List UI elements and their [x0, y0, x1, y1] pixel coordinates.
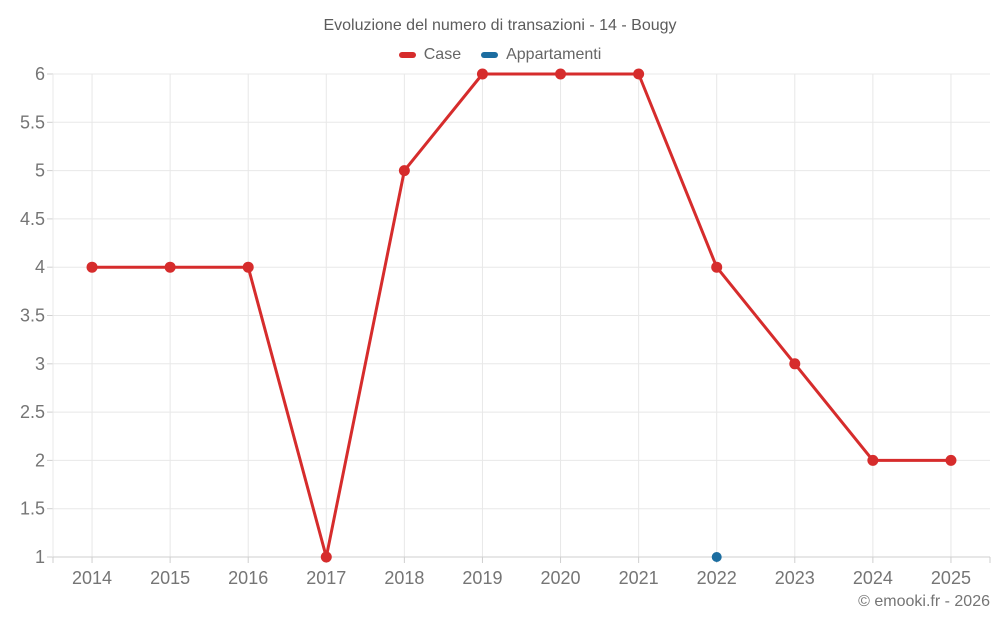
- case-data-point: [164, 261, 176, 273]
- case-data-point: [555, 68, 567, 80]
- y-axis-label: 2.5: [20, 402, 45, 422]
- x-axis-label: 2021: [619, 568, 659, 588]
- x-axis-label: 2024: [853, 568, 893, 588]
- y-axis-label: 1.5: [20, 499, 45, 519]
- copyright-footer: © emooki.fr - 2026: [858, 593, 990, 610]
- legend-item-case[interactable]: Case: [398, 46, 462, 64]
- case-data-point: [945, 454, 957, 466]
- case-data-point: [86, 261, 98, 273]
- case-series-swatch: [398, 52, 416, 58]
- case-data-point: [320, 551, 332, 563]
- x-axis-label: 2016: [228, 568, 268, 588]
- x-axis-label: 2014: [72, 568, 112, 588]
- y-axis-label: 2: [35, 450, 45, 470]
- x-axis-label: 2025: [931, 568, 971, 588]
- y-axis-label: 6: [35, 64, 45, 84]
- x-axis-label: 2023: [775, 568, 815, 588]
- case-data-point: [633, 68, 645, 80]
- appartamenti-series-swatch: [481, 52, 499, 58]
- y-axis-label: 1: [35, 547, 45, 567]
- case-data-point: [867, 454, 879, 466]
- case-data-point: [476, 68, 488, 80]
- case-series-line: [90, 72, 953, 559]
- x-axis-label: 2022: [697, 568, 737, 588]
- legend-item-appartamenti[interactable]: Appartamenti: [481, 46, 601, 64]
- case-data-point: [789, 358, 801, 370]
- y-axis-label: 4: [35, 257, 45, 277]
- x-axis-label: 2017: [306, 568, 346, 588]
- y-axis-label: 5.5: [20, 112, 45, 132]
- x-axis-label: 2018: [384, 568, 424, 588]
- legend-label-case: Case: [423, 46, 462, 63]
- y-axis-label: 3: [35, 354, 45, 374]
- appartamenti-data-point: [711, 552, 722, 562]
- chart-title: Evoluzione del numero di transazioni - 1…: [323, 17, 677, 34]
- y-axis-label: 3.5: [20, 306, 45, 326]
- x-axis-label: 2015: [150, 568, 190, 588]
- x-axis-label: 2020: [541, 568, 581, 588]
- case-data-point: [711, 261, 723, 273]
- chart-legend: Case Appartamenti: [0, 46, 1000, 64]
- y-axis-label: 5: [35, 161, 45, 181]
- case-data-point: [398, 165, 410, 177]
- case-data-point: [242, 261, 254, 273]
- legend-label-appartamenti: Appartamenti: [506, 46, 602, 63]
- y-axis-label: 4.5: [20, 209, 45, 229]
- x-axis-label: 2019: [462, 568, 502, 588]
